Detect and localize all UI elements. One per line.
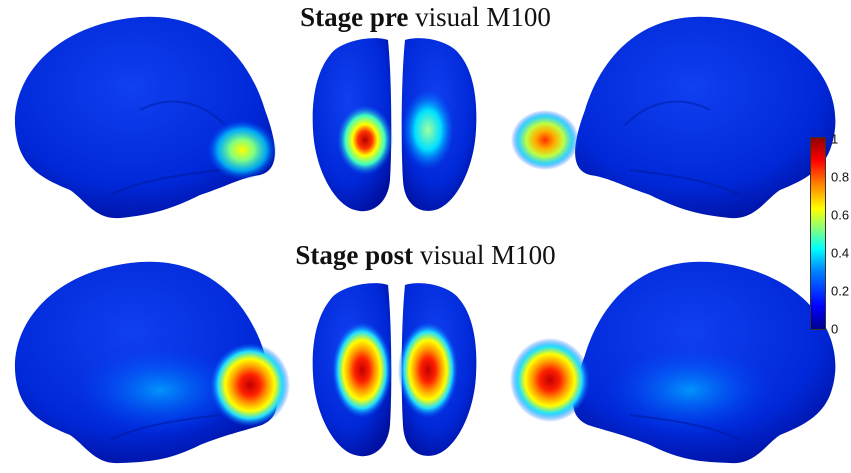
brain-pre-posterior-right: [401, 38, 477, 211]
title-post-rest: visual M100: [413, 240, 556, 270]
colorbar-tick-1: 1: [831, 131, 839, 147]
brain-post-right-medial: [510, 261, 836, 464]
title-stage-post: Stage post visual M100: [0, 240, 851, 271]
brain-post-left-medial: [14, 261, 290, 464]
colorbar-tick-0.8: 0.8: [831, 169, 850, 185]
title-pre-bold: Stage pre: [300, 2, 409, 32]
title-post-bold: Stage post: [295, 240, 414, 270]
colorbar-tick-0.2: 0.2: [831, 283, 850, 299]
colorbar-tick-0.4: 0.4: [831, 245, 850, 261]
brain-post-posterior-left: [312, 283, 392, 457]
brain-pre-left-medial: [14, 16, 277, 219]
brain-post-posterior-right: [398, 283, 477, 456]
colorbar-tick-0: 0: [831, 321, 839, 337]
brain-pre-right-medial: [511, 16, 836, 219]
brain-pre-posterior-left: [312, 38, 393, 212]
colorbar-gradient: [810, 137, 826, 330]
title-pre-rest: visual M100: [408, 2, 551, 32]
colorbar-tick-0.6: 0.6: [831, 207, 850, 223]
title-stage-pre: Stage pre visual M100: [0, 2, 851, 33]
